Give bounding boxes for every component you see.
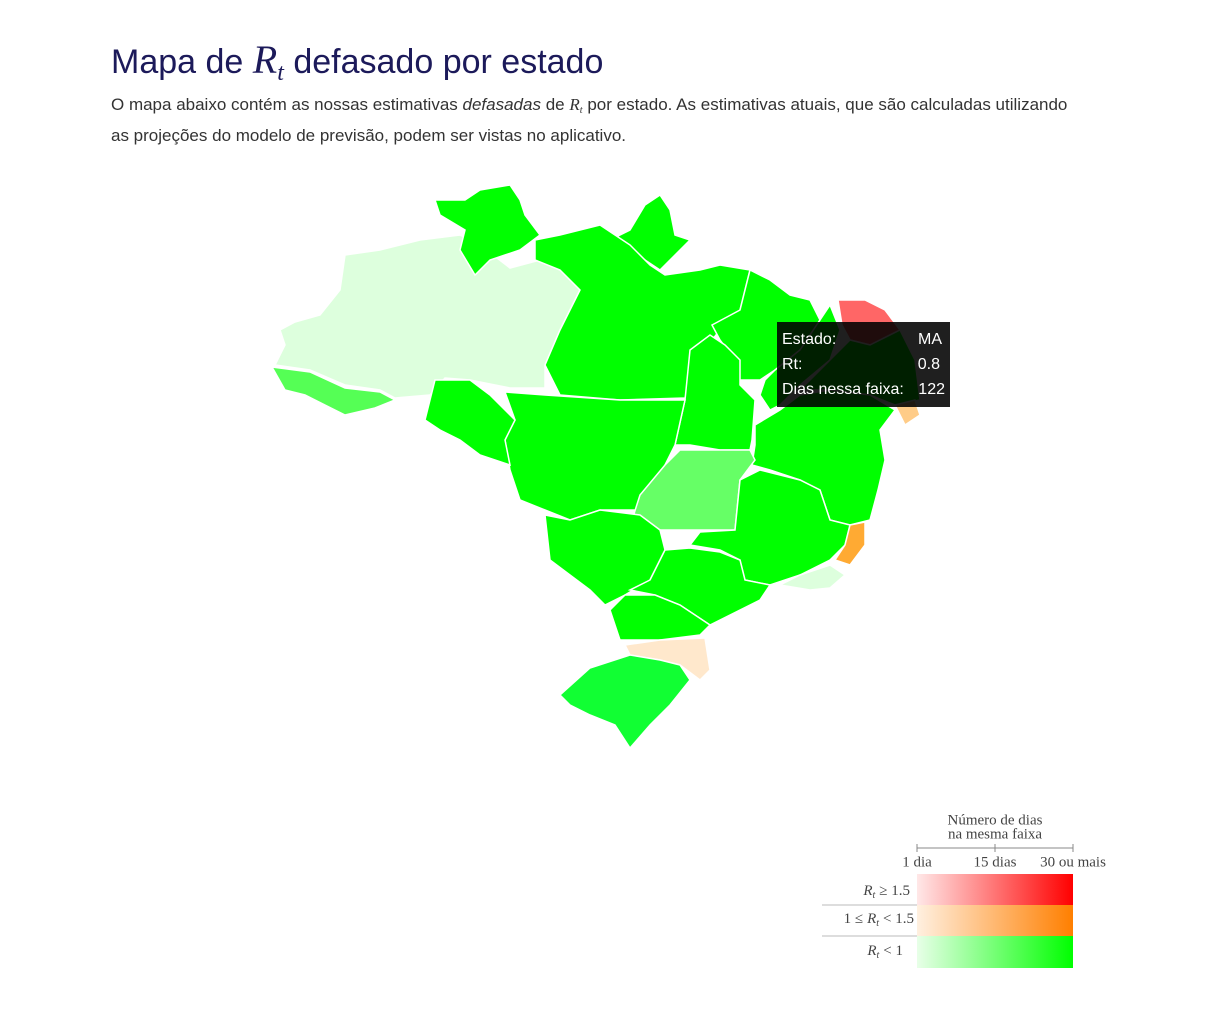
tooltip: Estado: MA Rt: 0.8 Dias nessa faixa: 122	[777, 322, 950, 407]
tooltip-label: Rt:	[782, 356, 802, 373]
description: O mapa abaixo contém as nossas estimativ…	[111, 92, 1071, 148]
legend-row-label: 1 ≤ Rt < 1.5	[844, 911, 914, 929]
legend-swatch	[917, 874, 1073, 905]
subscript: t	[876, 918, 879, 929]
state-rr[interactable]	[433, 184, 542, 277]
title: Mapa de Rt defasado por estado	[111, 36, 603, 87]
state-rs[interactable]	[558, 654, 691, 750]
symbol: Rt	[569, 95, 583, 117]
symbol: R	[862, 883, 872, 899]
legend: Número de dias na mesma faixa 1 dia 15 d…	[822, 812, 1106, 968]
symbol: R	[569, 95, 580, 114]
legend-row-label: Rt ≥ 1.5	[862, 883, 910, 901]
legend-swatch	[917, 905, 1073, 936]
text: por estado. As estimativas atuais, que s…	[111, 95, 1068, 146]
title-text: defasado por estado	[293, 43, 604, 81]
legend-tick-label: 1 dia	[902, 854, 932, 870]
symbol: R	[252, 37, 278, 82]
emphasis: defasadas	[462, 95, 541, 114]
states	[270, 184, 921, 750]
subscript: t	[277, 60, 284, 87]
symbol: R	[866, 943, 876, 959]
legend-title: na mesma faixa	[948, 826, 1042, 842]
condition: < 1	[883, 943, 903, 959]
condition: < 1.5	[883, 911, 914, 927]
text: de	[545, 95, 565, 114]
subscript: t	[872, 890, 875, 901]
text: O mapa abaixo contém as nossas estimativ…	[111, 95, 458, 114]
tooltip-box	[777, 322, 950, 407]
subscript: t	[579, 105, 583, 117]
title-text: Mapa de	[111, 43, 244, 81]
title-symbol: Rt	[252, 37, 284, 86]
state-rj[interactable]	[777, 564, 847, 591]
tooltip-value: 0.8	[918, 356, 940, 373]
legend-row-label: Rt < 1	[866, 943, 903, 961]
tooltip-value: MA	[918, 331, 942, 348]
state-pr[interactable]	[609, 594, 712, 641]
tooltip-label: Estado:	[782, 331, 836, 348]
tooltip-value: 122	[918, 381, 945, 398]
state-es[interactable]	[833, 521, 866, 566]
state-ro[interactable]	[424, 379, 516, 467]
symbol: R	[866, 911, 876, 927]
state-ac[interactable]	[270, 366, 397, 416]
legend-tick-label: 15 dias	[974, 854, 1017, 870]
tooltip-label: Dias nessa faixa:	[782, 381, 904, 398]
prefix: 1 ≤	[844, 911, 863, 927]
legend-swatch	[917, 936, 1073, 968]
legend-title: Número de dias	[948, 812, 1043, 828]
legend-tick-label: 30 ou mais	[1040, 854, 1106, 870]
subscript: t	[877, 950, 880, 961]
condition: ≥ 1.5	[879, 883, 910, 899]
